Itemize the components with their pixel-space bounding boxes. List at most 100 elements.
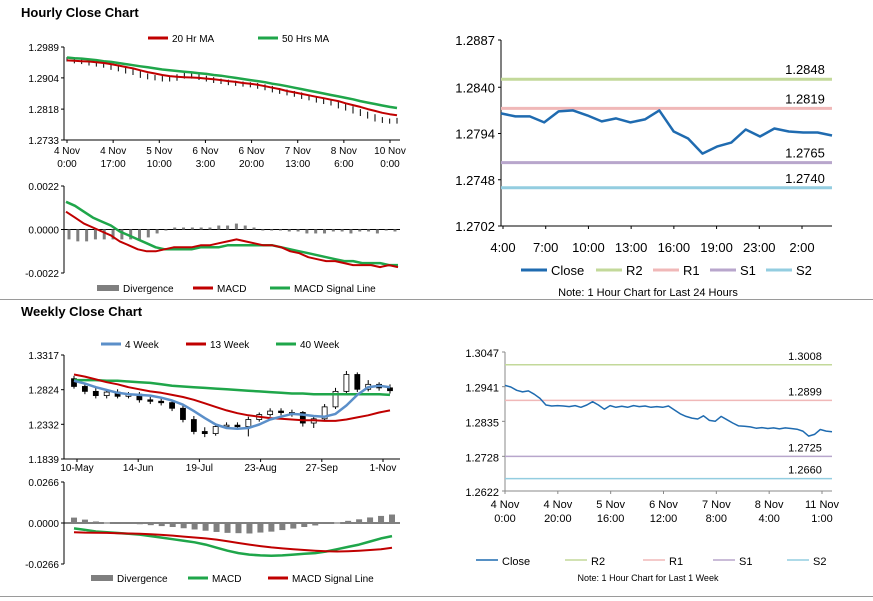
hourly-divergence-bar	[252, 227, 256, 230]
hourly-price-y-tick-label: 1.2904	[28, 74, 59, 85]
weekly-divergence-bar	[378, 515, 385, 523]
hourly-levels-legend-label: Close	[551, 263, 584, 278]
weekly-levels-legend-label: Close	[502, 556, 530, 568]
weekly-divergence-bar	[169, 523, 176, 528]
hourly-divergence-bar	[305, 229, 309, 234]
hourly-price-x-tick-label: 4 Nov	[100, 146, 126, 157]
weekly-levels-level-r1-label: 1.2899	[788, 386, 822, 398]
weekly-candle-body	[343, 374, 350, 392]
weekly-levels-y-tick-label: 1.2622	[465, 487, 499, 499]
weekly-macd-legend-label: MACD	[212, 574, 241, 585]
weekly-candle-body	[332, 390, 339, 408]
hourly-divergence-bar	[190, 227, 194, 230]
hourly-price-x-tick-label: 17:00	[101, 159, 126, 170]
hourly-levels-note: Note: 1 Hour Chart for Last 24 Hours	[558, 287, 738, 299]
weekly-candle-body	[158, 400, 165, 404]
weekly-4wk-line	[73, 379, 391, 430]
hourly-ma50-legend-label: 50 Hrs MA	[282, 34, 330, 45]
hourly-levels-y-tick-label: 1.2748	[455, 173, 495, 188]
hourly-signal-line	[65, 200, 398, 267]
hourly-divergence-bar	[340, 229, 344, 232]
weekly-candle-body	[180, 407, 186, 420]
weekly-divergence-bar	[92, 521, 99, 523]
hourly-divergence-bar	[296, 229, 300, 232]
hourly-levels-y-tick-label: 1.2794	[455, 127, 495, 142]
weekly-levels-level-s1-label: 1.2725	[788, 442, 822, 454]
weekly-divergence-bar	[312, 523, 319, 526]
hourly-divergence-bar	[182, 227, 186, 230]
hourly-divergence-bar	[226, 225, 230, 230]
hourly-ma20-legend-label: 20 Hr MA	[172, 34, 215, 45]
hourly-levels-x-tick-label: 19:00	[700, 240, 733, 255]
weekly-candle-body	[92, 390, 99, 397]
hourly-divergence-bar	[384, 229, 388, 231]
hourly-divergence-bar	[76, 229, 80, 242]
hourly-divergence-bar	[375, 229, 379, 234]
weekly-13wk-legend-label: 13 Week	[210, 340, 250, 351]
hourly-macd-y-tick-label: 0.0022	[28, 182, 59, 193]
hourly-divergence-bar	[102, 229, 106, 240]
hourly-levels-level-r1-label: 1.2819	[785, 91, 825, 106]
hourly-divergence-bar	[323, 229, 327, 234]
weekly-candle-body	[169, 402, 175, 409]
weekly-section-title: Weekly Close Chart	[21, 304, 143, 319]
weekly-price-x-tick-label: 27-Sep	[306, 463, 339, 474]
weekly-divergence-bar	[191, 523, 198, 530]
hourly-divergence-bar	[199, 227, 203, 230]
hourly-levels-x-tick-label: 16:00	[658, 240, 691, 255]
weekly-macd-y-tick-label: 0.0000	[28, 519, 59, 530]
weekly-40wk-line	[74, 378, 391, 397]
hourly-divergence-bar	[164, 229, 168, 231]
hourly-price-x-tick-label: 0:00	[57, 159, 77, 170]
weekly-price-y-tick-label: 1.2332	[28, 420, 59, 431]
weekly-candle-body	[103, 391, 110, 397]
hourly-ma50-line	[66, 56, 398, 110]
hourly-divergence-legend-label: Divergence	[123, 284, 174, 295]
weekly-divergence-legend-label: Divergence	[117, 574, 168, 585]
hourly-levels-x-tick-label: 10:00	[572, 240, 605, 255]
hourly-macd-y-tick-label: -0.0022	[25, 269, 59, 280]
hourly-ma20-line	[66, 59, 398, 117]
weekly-levels-x-tick-label: 20:00	[544, 513, 572, 525]
hourly-divergence-bar	[217, 225, 221, 230]
weekly-divergence-bar	[235, 523, 242, 534]
hourly-divergence-bar	[367, 229, 371, 232]
hourly-levels-x-tick-label: 4:00	[490, 240, 515, 255]
weekly-candle-body	[278, 410, 284, 413]
hourly-levels-y-tick-label: 1.2887	[455, 33, 495, 48]
hourly-divergence-bar	[120, 229, 124, 240]
hourly-levels-x-tick-label: 7:00	[533, 240, 558, 255]
weekly-divergence-bar	[334, 522, 341, 524]
hourly-levels-level-s1-label: 1.2765	[785, 146, 825, 161]
weekly-levels-x-tick-label: 4:00	[758, 513, 779, 525]
weekly-levels-close-line	[504, 384, 833, 437]
weekly-divergence-bar	[71, 517, 77, 523]
weekly-divergence-bar	[246, 523, 253, 534]
hourly-divergence-bar	[234, 223, 238, 230]
weekly-price-x-tick-label: 19-Jul	[186, 463, 213, 474]
weekly-candle-body	[190, 419, 197, 432]
weekly-levels-x-tick-label: 16:00	[597, 513, 625, 525]
weekly-divergence-bar	[180, 523, 187, 529]
hourly-levels-close-line	[500, 109, 833, 155]
weekly-levels-y-tick-label: 1.2728	[465, 452, 499, 464]
weekly-candle-body	[321, 406, 328, 420]
weekly-4wk-legend-label: 4 Week	[125, 340, 160, 351]
weekly-13wk-line	[73, 373, 391, 422]
weekly-levels-x-tick-label: 11 Nov	[805, 499, 840, 511]
weekly-levels-level-s2-label: 1.2660	[788, 465, 822, 477]
weekly-divergence-bar	[136, 523, 143, 525]
hourly-levels-legend-label: R2	[626, 263, 643, 278]
hourly-price-x-tick-label: 8 Nov	[331, 146, 357, 157]
weekly-price-y-tick-label: 1.1839	[28, 455, 59, 466]
hourly-divergence-bar	[278, 229, 282, 231]
hourly-divergence-bar	[331, 229, 335, 232]
weekly-levels-x-tick-label: 8 Nov	[755, 499, 784, 511]
weekly-40wk-legend-label: 40 Week	[300, 340, 340, 351]
hourly-levels-legend-label: S2	[796, 263, 812, 278]
hourly-divergence-bar	[173, 227, 177, 230]
hourly-divergence-bar	[287, 229, 291, 232]
weekly-levels-y-tick-label: 1.2941	[465, 383, 499, 395]
hourly-levels-legend-label: S1	[740, 263, 756, 278]
